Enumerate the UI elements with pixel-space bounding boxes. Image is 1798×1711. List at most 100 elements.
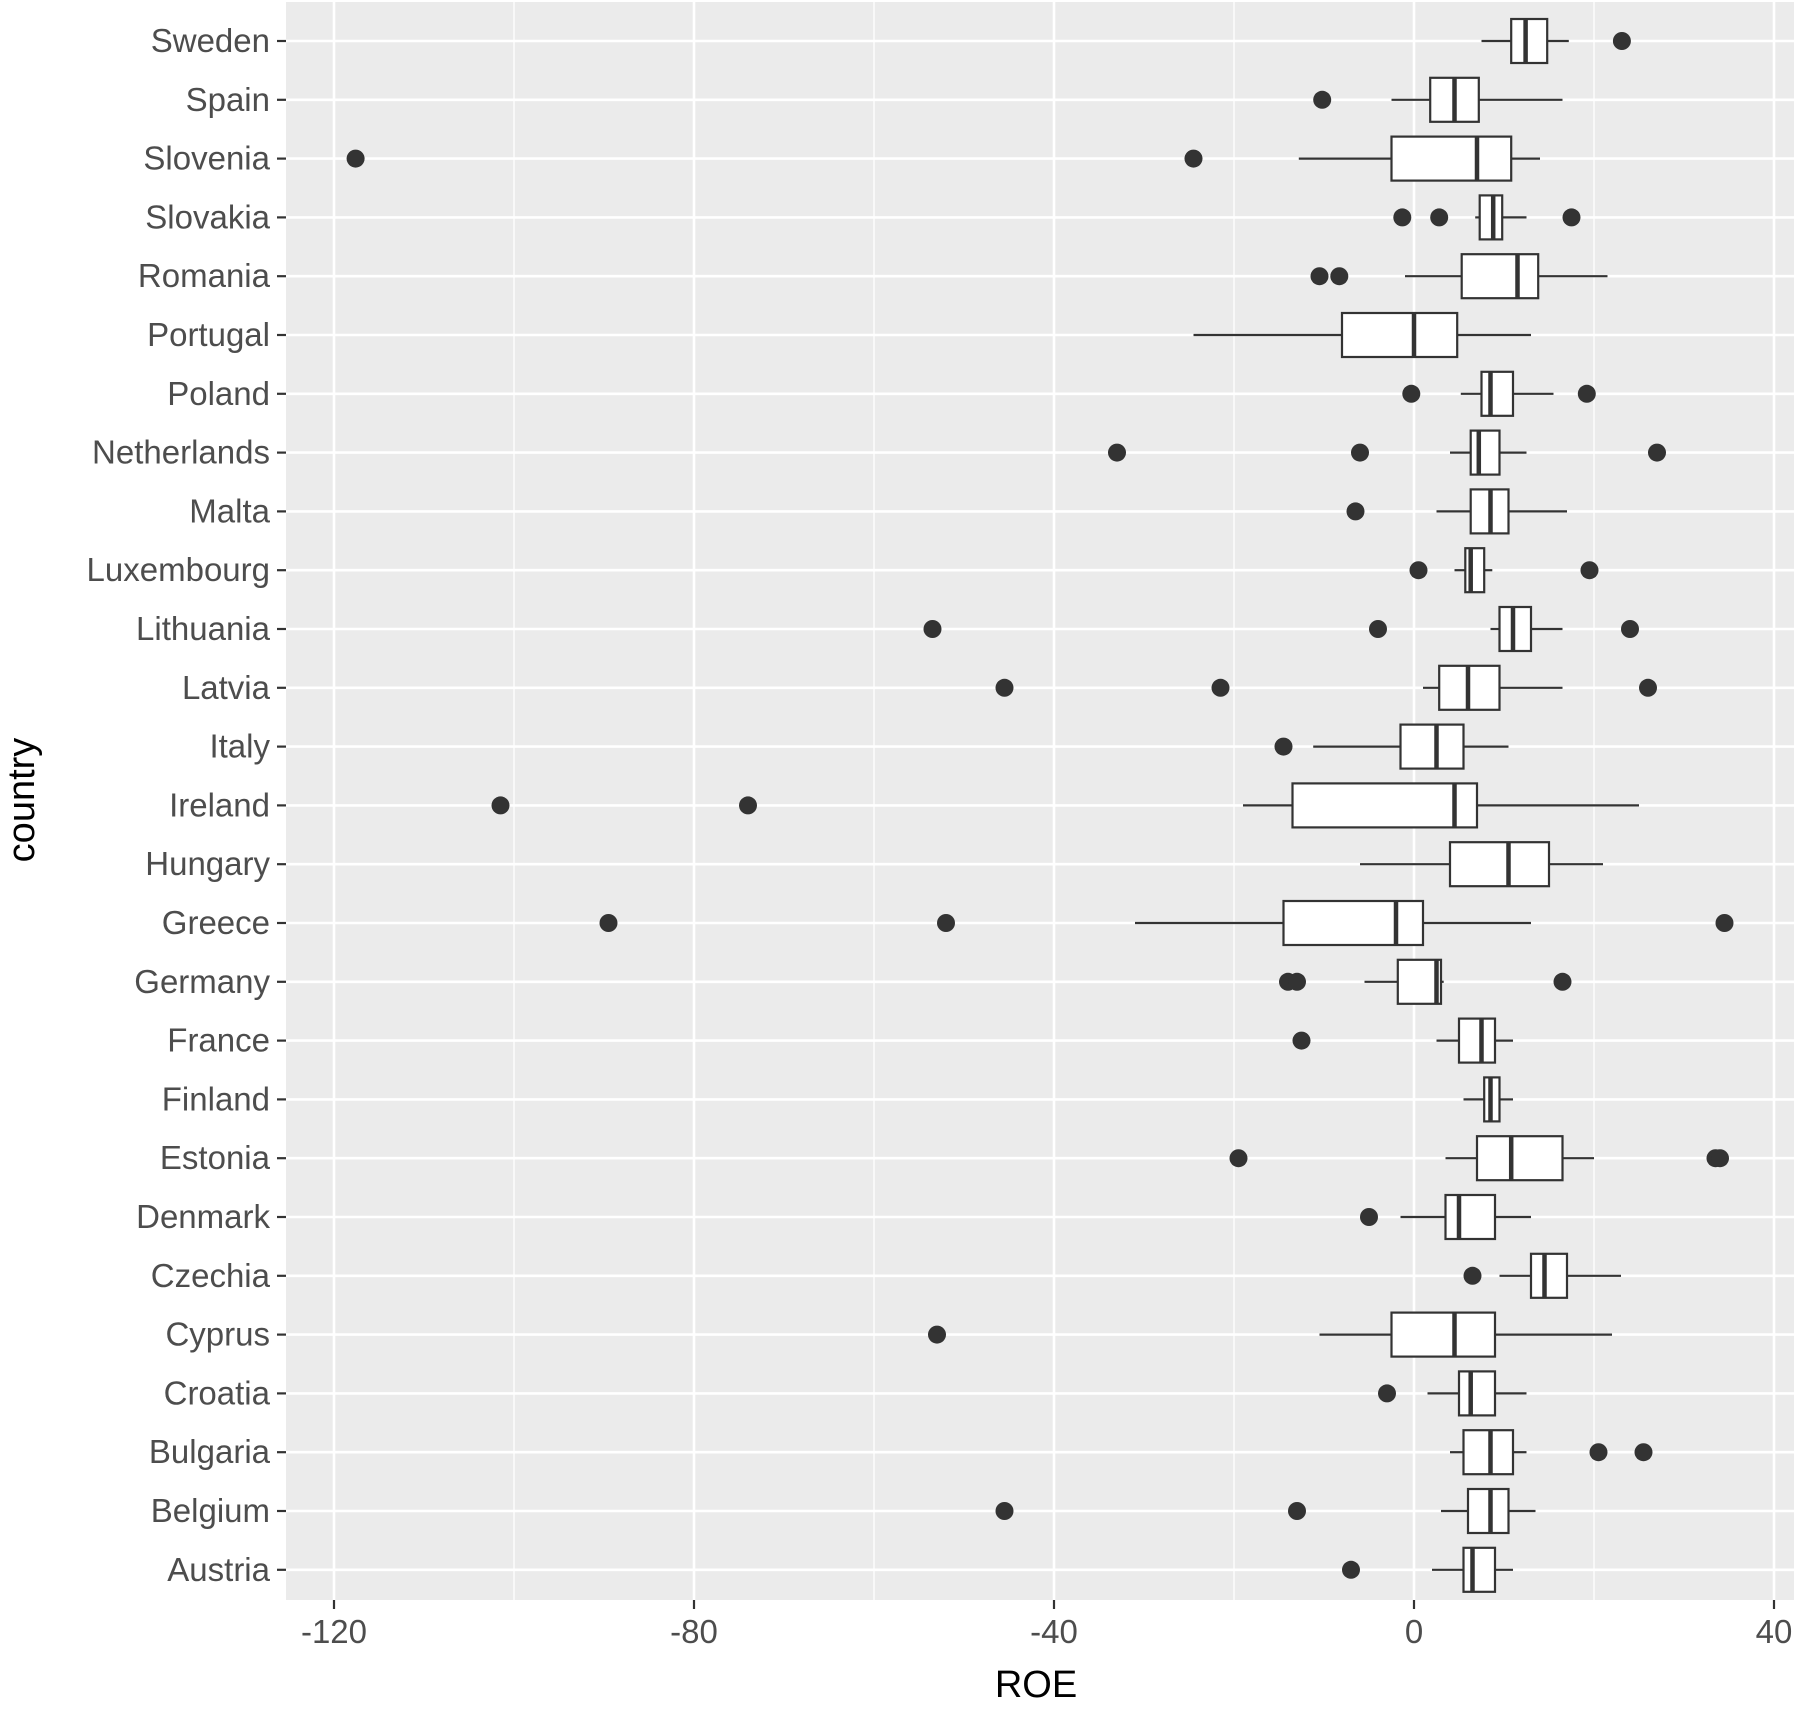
boxplot-estonia [1229, 1135, 1729, 1182]
outlier-belgium [1288, 1502, 1306, 1520]
y-tick-label-greece: Greece [162, 904, 270, 941]
outlier-latvia [1639, 678, 1657, 697]
outlier-germany [1553, 972, 1572, 991]
boxplot-ireland [491, 782, 1639, 829]
outlier-czechia [1463, 1266, 1482, 1285]
x-axis-ticks: -120 -80 -40 0 40 [301, 1600, 1792, 1650]
y-tick-label-slovakia: Slovakia [145, 198, 270, 235]
boxplot-germany [1279, 958, 1572, 1005]
x-tick-label: 0 [1405, 1613, 1423, 1650]
boxplot-greece [599, 899, 1734, 947]
outlier-slovenia [1184, 149, 1203, 168]
outlier-slovakia [1393, 208, 1412, 227]
boxplot-netherlands [1108, 429, 1666, 476]
boxplots [346, 17, 1734, 1593]
y-tick-label-austria: Austria [167, 1551, 270, 1588]
x-tick-label: -40 [1030, 1613, 1078, 1650]
outlier-spain [1313, 90, 1332, 109]
boxplot-croatia [1378, 1370, 1527, 1417]
box-greece [1282, 899, 1425, 947]
y-tick-label-sweden: Sweden [151, 22, 270, 59]
box-netherlands [1469, 429, 1501, 476]
box-cyprus [1390, 1311, 1497, 1358]
y-tick-label-hungary: Hungary [145, 845, 270, 882]
box-sweden [1510, 17, 1549, 65]
y-axis-ticks: Sweden Spain Slovenia Slovakia Romania Portug… [87, 22, 286, 1588]
boxplot-portugal [1193, 311, 1531, 359]
boxplot-luxembourg [1409, 547, 1599, 594]
y-tick-label-belgium: Belgium [151, 1492, 270, 1529]
x-axis-title: ROE [995, 1664, 1077, 1706]
outlier-netherlands [1108, 443, 1126, 462]
y-tick-label-czechia: Czechia [151, 1257, 271, 1294]
outlier-latvia [995, 678, 1014, 697]
outlier-ireland [739, 796, 757, 815]
y-tick-label-portugal: Portugal [147, 316, 270, 353]
box-germany [1396, 958, 1443, 1005]
y-tick-label-ireland: Ireland [169, 786, 270, 823]
outlier-greece [1715, 914, 1734, 932]
y-tick-label-finland: Finland [162, 1080, 270, 1117]
box-austria [1462, 1546, 1497, 1593]
boxplot-belgium [995, 1487, 1536, 1535]
outlier-slovakia [1562, 208, 1581, 227]
box-czechia [1529, 1252, 1569, 1299]
box-croatia [1457, 1370, 1497, 1417]
box-portugal [1340, 311, 1459, 359]
outlier-sweden [1612, 32, 1631, 50]
outlier-romania [1330, 267, 1349, 286]
outlier-poland [1577, 384, 1596, 403]
y-tick-label-estonia: Estonia [160, 1139, 271, 1176]
box-slovenia [1390, 135, 1513, 182]
outlier-austria [1342, 1560, 1360, 1579]
y-tick-label-lithuania: Lithuania [136, 610, 271, 647]
outlier-romania [1310, 267, 1329, 286]
y-tick-label-denmark: Denmark [136, 1198, 270, 1235]
outlier-ireland [491, 796, 510, 815]
box-luxembourg [1464, 547, 1486, 594]
outlier-cyprus [928, 1325, 946, 1344]
outlier-greece [937, 914, 955, 932]
outlier-denmark [1360, 1208, 1378, 1226]
boxplot-spain [1313, 76, 1563, 123]
outlier-france [1292, 1031, 1311, 1050]
y-tick-label-poland: Poland [167, 375, 270, 412]
y-axis-title: country [1, 738, 43, 863]
outlier-netherlands [1351, 443, 1369, 462]
box-france [1457, 1017, 1497, 1064]
boxplot-romania [1310, 253, 1608, 300]
outlier-slovenia [346, 149, 365, 168]
outlier-greece [599, 914, 618, 932]
y-tick-label-latvia: Latvia [182, 669, 271, 706]
boxplot-austria [1342, 1546, 1513, 1593]
boxplot-bulgaria [1450, 1429, 1653, 1476]
outlier-luxembourg [1580, 561, 1599, 580]
boxplot-slovakia [1393, 194, 1581, 241]
boxplot-italy [1274, 723, 1509, 770]
y-tick-label-malta: Malta [189, 492, 270, 529]
outlier-estonia [1229, 1149, 1248, 1168]
boxplot-latvia [995, 664, 1657, 711]
boxplot-lithuania [923, 605, 1639, 653]
outlier-malta [1346, 502, 1365, 521]
boxplot-finland [1463, 1076, 1513, 1123]
box-poland [1480, 370, 1515, 417]
boxplot-sweden [1481, 17, 1631, 65]
outlier-germany [1288, 972, 1306, 991]
y-tick-label-croatia: Croatia [164, 1374, 271, 1411]
x-tick-label: -120 [301, 1613, 367, 1650]
box-romania [1460, 253, 1540, 300]
boxplot-denmark [1360, 1193, 1531, 1241]
outlier-luxembourg [1409, 561, 1428, 580]
outlier-lithuania [1369, 620, 1387, 638]
outlier-bulgaria [1589, 1443, 1608, 1462]
outlier-estonia [1711, 1149, 1729, 1168]
outlier-lithuania [1621, 620, 1639, 638]
box-ireland [1291, 782, 1479, 829]
boxplot-france [1292, 1017, 1513, 1064]
boxplot-slovenia [346, 135, 1540, 182]
boxplot-malta [1346, 488, 1567, 535]
y-tick-label-germany: Germany [134, 963, 270, 1000]
outlier-belgium [995, 1502, 1014, 1520]
